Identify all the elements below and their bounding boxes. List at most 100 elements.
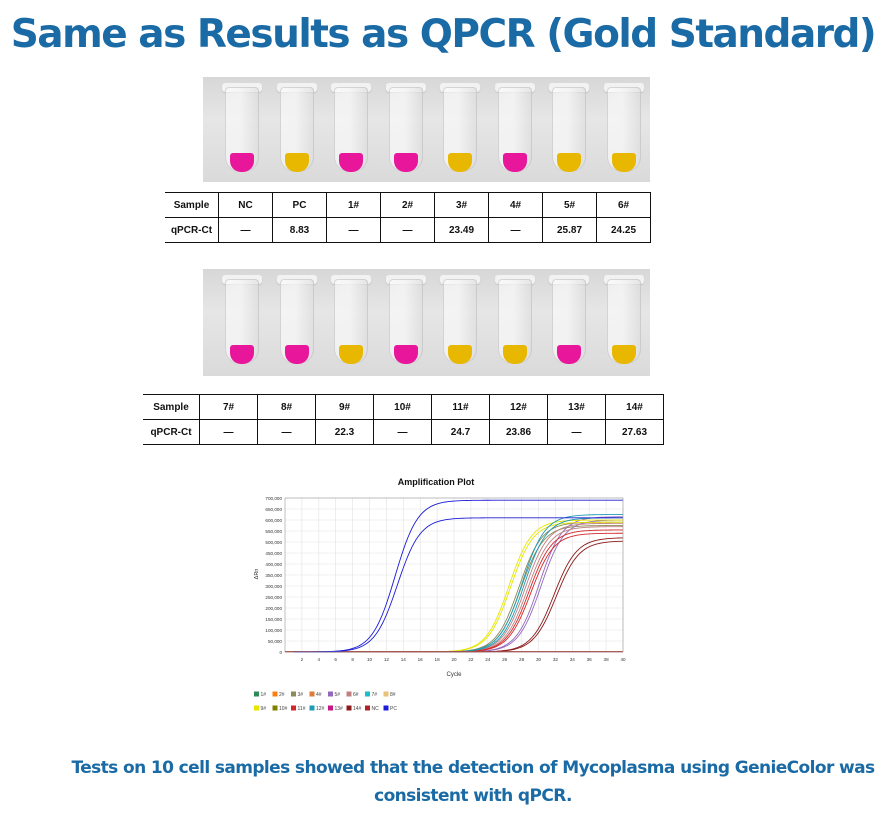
amplification-curve-6 bbox=[293, 526, 623, 653]
plot-frame bbox=[284, 497, 624, 653]
legend-label: 11# bbox=[298, 706, 306, 712]
x-tick-label: 40 bbox=[620, 657, 626, 662]
amplification-curve-11 bbox=[293, 529, 624, 653]
table-row-sample: Sample NC PC 1# 2# 3# 4# 5# 6# bbox=[165, 192, 651, 218]
legend-label: 1# bbox=[261, 692, 267, 698]
legend-swatch bbox=[365, 705, 370, 711]
amplification-curve-6 bbox=[293, 522, 624, 653]
y-axis-label: ΔRn bbox=[254, 569, 260, 580]
x-tick-label: 16 bbox=[418, 657, 424, 662]
y-tick-label: 550,000 bbox=[265, 529, 282, 534]
table-cell: 14# bbox=[605, 394, 664, 420]
results-table-1: Sample NC PC 1# 2# 3# 4# 5# 6# qPCR-Ct —… bbox=[165, 192, 651, 243]
table-cell: PC bbox=[272, 192, 327, 218]
table-cell: 25.87 bbox=[542, 217, 597, 243]
legend-label: 8# bbox=[390, 692, 396, 698]
table-cell: 24.7 bbox=[431, 419, 490, 445]
table-cell: 1# bbox=[326, 192, 381, 218]
table-cell: NC bbox=[218, 192, 273, 218]
amplification-curve-3 bbox=[293, 521, 624, 653]
amplification-curve-PC bbox=[293, 499, 623, 653]
legend-swatch bbox=[328, 705, 333, 711]
x-tick-label: 30 bbox=[536, 657, 542, 662]
caption: Tests on 10 cell samples showed that the… bbox=[40, 754, 886, 810]
x-tick-label: 32 bbox=[553, 657, 559, 662]
legend-swatch bbox=[291, 705, 296, 711]
amplification-curve-9 bbox=[293, 521, 623, 653]
legend-label: 14# bbox=[353, 706, 362, 712]
table-cell: 10# bbox=[373, 394, 432, 420]
table-cell: — bbox=[199, 419, 258, 445]
table-cell: 24.25 bbox=[596, 217, 651, 243]
y-tick-label: 200,000 bbox=[265, 606, 282, 611]
table-cell: — bbox=[326, 217, 381, 243]
table-row-ct: qPCR-Ct — — 22.3 — 24.7 23.86 — 27.63 bbox=[143, 419, 664, 445]
legend-label: 2# bbox=[279, 692, 285, 698]
table-cell: 11# bbox=[431, 394, 490, 420]
x-tick-label: 10 bbox=[367, 657, 373, 662]
table-row-sample: Sample 7# 8# 9# 10# 11# 12# 13# 14# bbox=[143, 394, 664, 420]
row-label-sample: Sample bbox=[143, 394, 200, 420]
legend-label: 4# bbox=[316, 692, 322, 698]
y-tick-label: 300,000 bbox=[265, 584, 282, 589]
table-cell: 7# bbox=[199, 394, 258, 420]
table-cell: 3# bbox=[434, 192, 489, 218]
x-tick-label: 34 bbox=[570, 657, 576, 662]
x-tick-label: 2 bbox=[301, 657, 304, 662]
legend-label: 5# bbox=[335, 692, 341, 698]
table-cell: 6# bbox=[596, 192, 651, 218]
legend-label: 12# bbox=[316, 706, 325, 712]
legend-label: NC bbox=[372, 706, 380, 712]
table-cell: 4# bbox=[488, 192, 543, 218]
tube-strip-photo-2 bbox=[203, 269, 650, 376]
legend-swatch bbox=[254, 705, 259, 711]
legend-swatch bbox=[383, 691, 389, 697]
legend-label: 10# bbox=[279, 706, 288, 712]
table-cell: 23.49 bbox=[434, 217, 489, 243]
legend-swatch bbox=[365, 691, 370, 697]
legend-swatch bbox=[383, 705, 389, 711]
legend-label: 6# bbox=[353, 692, 359, 698]
legend-label: PC bbox=[390, 706, 397, 712]
table-cell: 2# bbox=[380, 192, 435, 218]
legend-swatch bbox=[346, 691, 352, 697]
legend-swatch bbox=[291, 691, 296, 697]
chart-legend: 1# 2# 3# 4# 5# 6# 7# 8# 9# 10# 11# 12# 13# 14# NC PC bbox=[254, 691, 397, 712]
amplification-curve-12 bbox=[293, 514, 623, 653]
x-tick-label: 14 bbox=[401, 657, 407, 662]
amplification-curve-11 bbox=[293, 532, 623, 653]
table-cell: 27.63 bbox=[605, 419, 664, 445]
x-tick-label: 20 bbox=[451, 657, 457, 662]
x-tick-label: 26 bbox=[502, 657, 508, 662]
caption-line-2: consistent with qPCR. bbox=[374, 786, 572, 806]
y-tick-label: 650,000 bbox=[265, 507, 282, 512]
x-tick-label: 28 bbox=[519, 657, 525, 662]
chart-title: Amplification Plot bbox=[398, 477, 475, 487]
y-tick-label: 0 bbox=[279, 650, 282, 655]
y-tick-label: 150,000 bbox=[265, 617, 282, 622]
amplification-curve-14 bbox=[293, 540, 624, 653]
x-tick-label: 24 bbox=[485, 657, 491, 662]
legend-label: 7# bbox=[372, 692, 378, 698]
y-tick-label: 350,000 bbox=[265, 573, 282, 578]
table-cell: — bbox=[218, 217, 273, 243]
y-tick-label: 50,000 bbox=[268, 639, 282, 644]
row-label-ct: qPCR-Ct bbox=[165, 217, 219, 243]
table-cell: — bbox=[373, 419, 432, 445]
y-tick-label: 400,000 bbox=[265, 562, 282, 567]
y-tick-label: 500,000 bbox=[265, 540, 282, 545]
y-tick-label: 450,000 bbox=[265, 551, 282, 556]
x-tick-label: 8 bbox=[351, 657, 354, 662]
x-tick-label: 22 bbox=[468, 657, 474, 662]
y-tick-label: 600,000 bbox=[265, 518, 282, 523]
legend-swatch bbox=[309, 705, 315, 711]
legend-swatch bbox=[328, 691, 333, 697]
tube-strip-photo-1 bbox=[203, 77, 650, 182]
legend-label: 3# bbox=[298, 692, 304, 698]
y-tick-label: 100,000 bbox=[265, 628, 282, 633]
table-cell: 22.3 bbox=[315, 419, 374, 445]
legend-label: 9# bbox=[261, 706, 267, 712]
table-cell: — bbox=[380, 217, 435, 243]
x-tick-label: 12 bbox=[384, 657, 390, 662]
legend-swatch bbox=[346, 705, 352, 711]
